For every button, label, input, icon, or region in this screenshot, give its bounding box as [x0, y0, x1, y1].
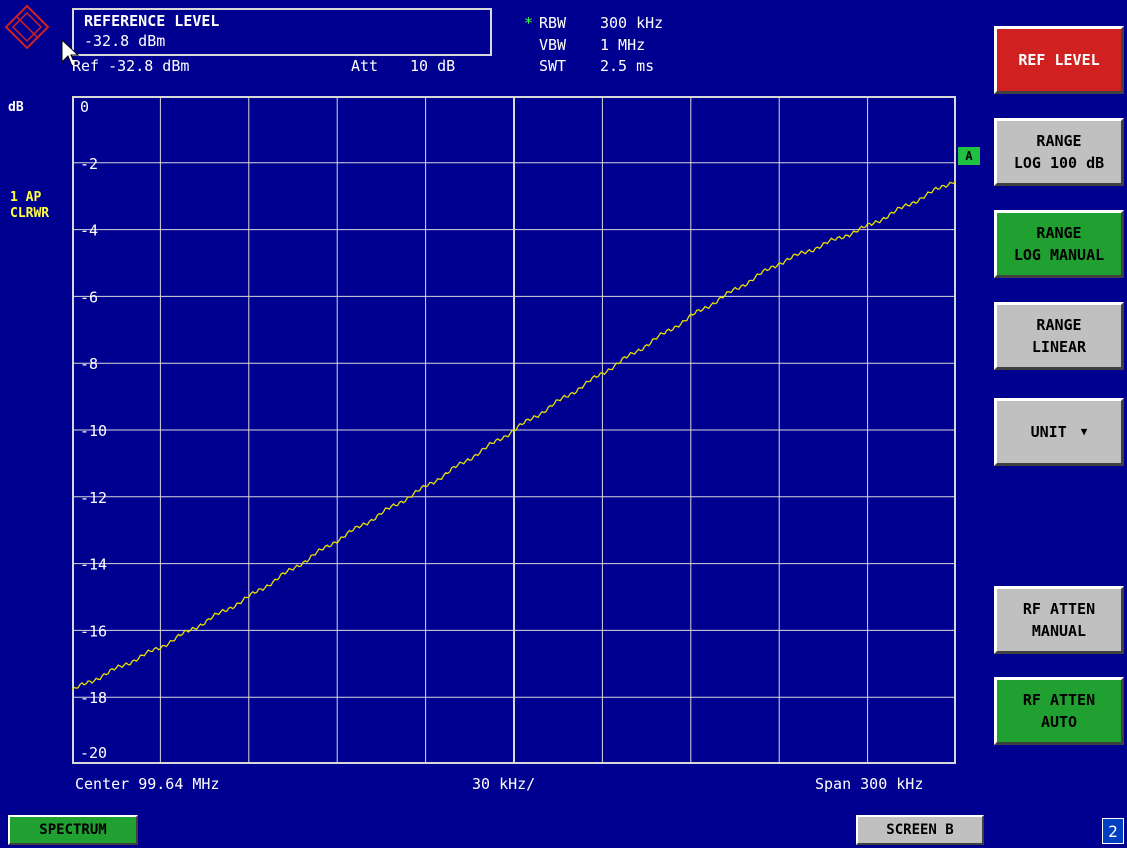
vbw-value: 1 MHz — [600, 36, 646, 54]
range-log-manual-line2: LOG MANUAL — [1013, 246, 1105, 264]
y-tick-label: -14 — [80, 556, 107, 574]
y-tick-label: -18 — [80, 689, 107, 707]
ref-level-softkey[interactable]: REF LEVEL — [994, 26, 1124, 94]
range-log-100-softkey[interactable]: RANGE LOG 100 dB — [994, 118, 1124, 186]
att-label: Att — [351, 57, 379, 75]
range-linear-softkey[interactable]: RANGE LINEAR — [994, 302, 1124, 370]
trace-mode-line1: 1 AP — [10, 190, 42, 205]
plot-svg: 0 -2 -4 -6 -8 -10 -12 -14 -16 -18 -20 — [72, 96, 956, 764]
rf-atten-manual-line1: RF ATTEN — [1022, 600, 1096, 618]
trace-a-marker: A — [958, 147, 980, 165]
range-log-100-line2: LOG 100 dB — [1013, 154, 1105, 172]
unit-softkey[interactable]: UNIT ▼ — [994, 398, 1124, 466]
rbw-value: 300 kHz — [600, 14, 664, 32]
div-per-division: 30 kHz/ — [472, 775, 536, 793]
spectrum-plot: 0 -2 -4 -6 -8 -10 -12 -14 -16 -18 -20 — [72, 96, 956, 764]
swt-value: 2.5 ms — [600, 57, 655, 75]
y-tick-label: -2 — [80, 155, 98, 173]
trace-mode-line2: CLRWR — [10, 206, 50, 221]
ref-level-readout: Ref -32.8 dBm — [72, 57, 190, 75]
att-value: 10 dB — [410, 57, 456, 75]
y-tick-label: -12 — [80, 489, 107, 507]
rbw-star: * — [524, 14, 534, 32]
range-linear-line1: RANGE — [1036, 316, 1082, 334]
screen-b-button[interactable]: SCREEN B — [856, 815, 984, 845]
rf-atten-auto-softkey[interactable]: RF ATTEN AUTO — [994, 677, 1124, 745]
rf-atten-auto-line2: AUTO — [1040, 713, 1078, 731]
page-number-indicator: 2 — [1102, 818, 1124, 844]
y-tick-label: 0 — [80, 98, 89, 116]
span-freq: Span 300 kHz — [815, 775, 924, 793]
y-tick-label: -8 — [80, 355, 98, 373]
range-linear-line2: LINEAR — [1031, 338, 1087, 356]
unit-softkey-line1: UNIT — [1030, 423, 1067, 441]
unit-label: dB — [8, 100, 24, 115]
range-log-manual-softkey[interactable]: RANGE LOG MANUAL — [994, 210, 1124, 278]
submenu-arrow-icon: ▼ — [1080, 425, 1088, 438]
logo-icon — [4, 4, 50, 50]
range-log-100-line1: RANGE — [1036, 132, 1082, 150]
rf-atten-manual-line2: MANUAL — [1031, 622, 1087, 640]
y-tick-label: -4 — [80, 222, 98, 240]
y-tick-label: -6 — [80, 288, 98, 306]
y-tick-label: -16 — [80, 622, 107, 640]
dialog-title: REFERENCE LEVEL — [84, 12, 220, 30]
dialog-value-input[interactable]: -32.8 dBm — [84, 32, 166, 50]
rf-atten-manual-softkey[interactable]: RF ATTEN MANUAL — [994, 586, 1124, 654]
y-tick-label: -20 — [80, 744, 107, 762]
vbw-label: VBW — [539, 36, 567, 54]
swt-label: SWT — [539, 57, 567, 75]
rf-atten-auto-line1: RF ATTEN — [1022, 691, 1096, 709]
spectrum-mode-button[interactable]: SPECTRUM — [8, 815, 138, 845]
rbw-label: RBW — [539, 14, 567, 32]
center-freq: Center 99.64 MHz — [75, 775, 220, 793]
y-tick-label: -10 — [80, 422, 107, 440]
trace-line — [72, 179, 956, 691]
mouse-pointer-icon — [60, 38, 80, 68]
ref-level-softkey-line1: REF LEVEL — [1018, 51, 1100, 69]
range-log-manual-line1: RANGE — [1036, 224, 1082, 242]
reference-level-dialog[interactable]: REFERENCE LEVEL -32.8 dBm — [72, 8, 492, 56]
